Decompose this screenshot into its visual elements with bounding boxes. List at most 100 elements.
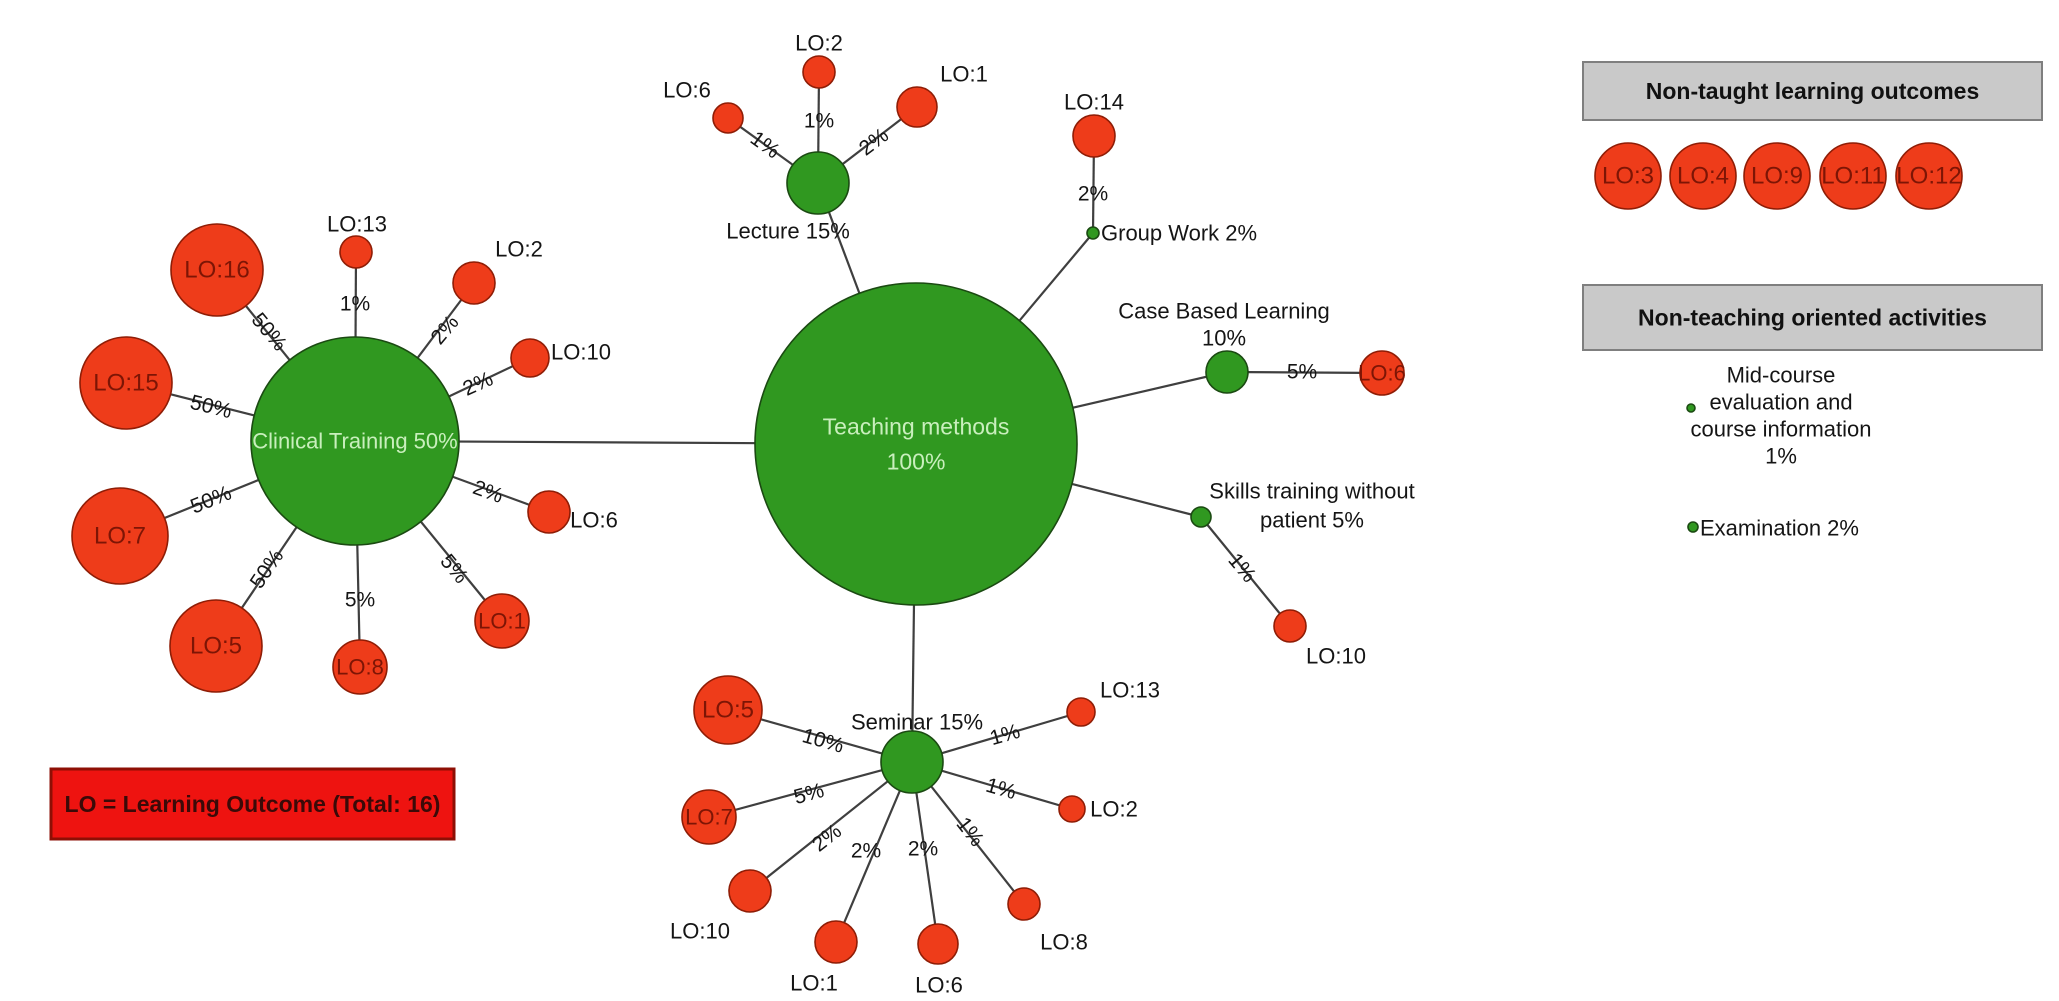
node-clinical-lo5 [169, 599, 263, 693]
node-clinical-lo10 [510, 338, 550, 378]
node-group-work [1086, 226, 1100, 240]
panel-non-taught: Non-taught learning outcomes [1582, 61, 2043, 121]
node-outer-label-clinical-lo6-0: LO:6 [570, 508, 618, 533]
node-outer-label-seminar-lo8-0: LO:8 [1040, 930, 1088, 955]
edge-weight-label-17: 50% [187, 481, 235, 518]
node-outer-label-skills-lo10-0: LO:10 [1306, 644, 1366, 669]
node-outer-label-seminar-lo2-0: LO:2 [1090, 797, 1138, 822]
edge-weight-label-22: 10% [800, 724, 847, 758]
node-outer-label-case-based-learning-0: Case Based Learning [1118, 299, 1330, 324]
node-outer-label-lecture-0: Lecture 15% [726, 219, 850, 244]
node-seminar-lo6 [917, 923, 959, 965]
node-mid-course-dot [1686, 403, 1696, 413]
node-outer-label-seminar-lo6-0: LO:6 [915, 973, 963, 998]
panel-non-teaching: Non-teaching oriented activities [1582, 284, 2043, 351]
node-outer-label-mid-course-dot-3: 1% [1765, 444, 1797, 469]
node-outer-label-group-work-lo14-0: LO:14 [1064, 90, 1124, 115]
node-outer-label-skills-training-1: patient 5% [1260, 508, 1364, 533]
node-inner-label-teaching-methods-0: Teaching methods [823, 414, 1010, 440]
edge-weight-label-9: 2% [1078, 183, 1108, 206]
node-clinical-lo16 [170, 223, 264, 317]
node-seminar-lo1 [814, 920, 858, 964]
node-inner-label-clinical-lo16-0: LO:16 [184, 257, 249, 284]
edge-weight-label-21: 2% [470, 476, 506, 508]
edge-weight-label-24: 2% [808, 820, 846, 857]
node-inner-label-seminar-lo5-0: LO:5 [702, 697, 754, 724]
node-skills-training [1190, 506, 1212, 528]
node-clinical-lo1 [474, 593, 530, 649]
node-non-taught-lo11 [1819, 142, 1887, 210]
nodes-layer [71, 55, 1963, 965]
edge-weight-label-23: 5% [791, 779, 826, 809]
node-teaching-methods [754, 282, 1078, 606]
edge-weight-label-10: 5% [1287, 361, 1317, 384]
node-case-based-learning [1205, 350, 1249, 394]
node-non-taught-lo12 [1895, 142, 1963, 210]
node-cbl-lo6 [1359, 350, 1405, 396]
node-lecture [786, 151, 850, 215]
edge-line-24 [749, 761, 913, 892]
node-clinical-lo2 [452, 261, 496, 305]
node-inner-label-non-taught-lo4-0: LO:4 [1677, 163, 1729, 190]
node-inner-label-non-taught-lo11-0: LO:11 [1821, 163, 1885, 190]
legend-box [49, 767, 456, 841]
node-skills-lo10 [1273, 609, 1307, 643]
edge-weight-label-28: 1% [983, 774, 1019, 804]
node-outer-label-clinical-lo10-0: LO:10 [551, 340, 611, 365]
node-inner-label-clinical-lo5-0: LO:5 [190, 633, 242, 660]
edge-weight-label-18: 50% [246, 545, 289, 593]
edge-weight-label-25: 2% [851, 840, 881, 863]
labels-layer: 1%1%2%2%5%1%50%1%2%2%50%50%50%5%5%2%10%5… [93, 31, 1961, 998]
node-clinical-lo15 [79, 336, 173, 430]
node-outer-label-clinical-lo2-0: LO:2 [495, 237, 543, 262]
node-lecture-lo1 [896, 86, 938, 128]
panel-non-taught-box [1582, 61, 2043, 121]
node-outer-label-lecture-lo6-0: LO:6 [663, 78, 711, 103]
node-outer-label-case-based-learning-1: 10% [1202, 326, 1246, 351]
edge-line-23 [708, 760, 913, 819]
node-outer-label-seminar-lo13-0: LO:13 [1100, 678, 1160, 703]
node-outer-label-examination-dot-0: Examination 2% [1700, 516, 1859, 541]
node-inner-label-teaching-methods-1: 100% [887, 449, 946, 475]
node-non-taught-lo9 [1743, 142, 1811, 210]
node-outer-label-lecture-lo1-0: LO:1 [940, 62, 988, 87]
node-clinical-lo7 [71, 487, 169, 585]
node-outer-label-mid-course-dot-1: evaluation and [1709, 390, 1852, 415]
node-clinical-lo13 [339, 235, 373, 269]
node-inner-label-non-taught-lo9-0: LO:9 [1751, 163, 1803, 190]
node-inner-label-non-taught-lo12-0: LO:12 [1896, 163, 1961, 190]
node-outer-label-clinical-lo13-0: LO:13 [327, 212, 387, 237]
node-clinical-training [250, 336, 460, 546]
node-seminar-lo13 [1066, 697, 1096, 727]
node-seminar-lo2 [1058, 795, 1086, 823]
node-inner-label-clinical-training-0: Clinical Training 50% [252, 429, 457, 454]
panel-non-teaching-box [1582, 284, 2043, 351]
edge-weight-label-16: 50% [188, 391, 234, 423]
node-outer-label-skills-training-0: Skills training without [1209, 479, 1414, 504]
node-inner-label-clinical-lo15-0: LO:15 [93, 370, 158, 397]
node-outer-label-lecture-lo2-0: LO:2 [795, 31, 843, 56]
node-seminar-lo10 [728, 869, 772, 913]
node-inner-label-clinical-lo7-0: LO:7 [94, 523, 146, 550]
edge-weight-label-6: 1% [746, 127, 784, 163]
node-seminar-lo8 [1007, 887, 1041, 921]
node-non-taught-lo4 [1669, 142, 1737, 210]
node-seminar [880, 730, 944, 794]
node-inner-label-clinical-lo1-0: LO:1 [478, 609, 526, 634]
edge-weight-label-7: 1% [804, 110, 834, 133]
edge-weight-label-11: 1% [1223, 549, 1260, 587]
node-inner-label-seminar-lo7-0: LO:7 [685, 805, 733, 830]
edge-weight-label-14: 2% [426, 311, 463, 349]
node-outer-label-mid-course-dot-2: course information [1691, 417, 1872, 442]
node-outer-label-seminar-0: Seminar 15% [851, 710, 983, 735]
edge-weight-label-29: 1% [987, 720, 1023, 750]
edge-line-25 [834, 761, 914, 943]
edge-weight-label-15: 2% [459, 367, 496, 400]
edge-line-10 [1226, 370, 1383, 375]
node-outer-label-group-work-0: Group Work 2% [1101, 221, 1257, 246]
legend: LO = Learning Outcome (Total: 16) [49, 767, 456, 841]
node-clinical-lo6 [527, 490, 571, 534]
node-inner-label-clinical-lo8-0: LO:8 [336, 655, 384, 680]
